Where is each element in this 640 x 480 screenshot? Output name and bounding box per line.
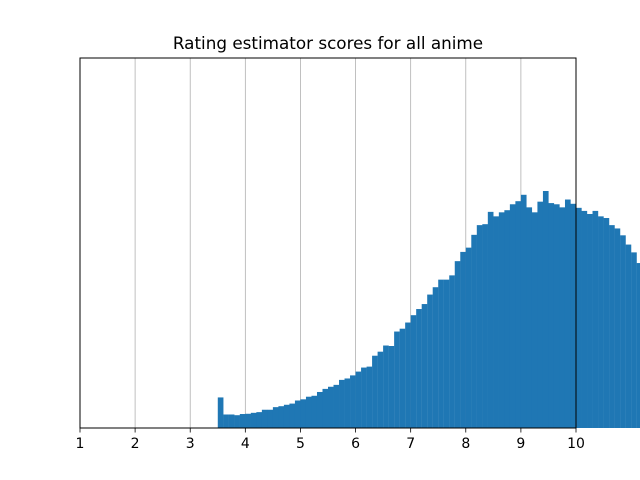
histogram-bar bbox=[350, 375, 356, 428]
histogram-bar bbox=[245, 413, 251, 428]
histogram-bar bbox=[278, 406, 285, 428]
histogram-bar bbox=[498, 212, 505, 428]
plot-frame bbox=[79, 57, 577, 429]
chart-title: Rating estimator scores for all anime bbox=[173, 33, 483, 53]
histogram-bar bbox=[432, 287, 439, 428]
histogram-bar bbox=[598, 216, 604, 428]
histogram-bar bbox=[454, 261, 461, 428]
histogram-bar bbox=[267, 409, 274, 428]
x-tick-label: 4 bbox=[241, 436, 250, 452]
x-tick-label: 9 bbox=[516, 436, 525, 452]
histogram-bar bbox=[581, 210, 588, 428]
histogram-bar bbox=[493, 216, 499, 428]
x-tick-label: 10 bbox=[567, 436, 585, 452]
histogram-bar bbox=[421, 304, 428, 428]
histogram-bar bbox=[289, 403, 296, 428]
histogram-bar bbox=[476, 225, 483, 428]
histogram-bar bbox=[620, 235, 626, 428]
histogram-bar bbox=[316, 391, 323, 428]
histogram-bar bbox=[366, 366, 373, 428]
histogram-bar bbox=[542, 191, 549, 428]
histogram-bar bbox=[482, 224, 488, 428]
histogram-bar bbox=[449, 275, 455, 428]
histogram-bar bbox=[300, 399, 307, 428]
histogram-bar bbox=[576, 207, 582, 428]
histogram-bar bbox=[531, 212, 538, 428]
histogram-bar bbox=[559, 207, 566, 428]
histogram-bar bbox=[509, 204, 516, 428]
histogram-bar bbox=[427, 294, 433, 428]
histogram-bar bbox=[250, 412, 257, 428]
histogram-bar bbox=[548, 203, 555, 428]
histogram-bar bbox=[460, 251, 466, 428]
histogram-bar bbox=[553, 204, 560, 428]
histogram-bar bbox=[355, 371, 362, 428]
histogram-bar bbox=[609, 225, 615, 428]
histogram-bar bbox=[372, 355, 378, 428]
histogram-bar bbox=[614, 228, 621, 428]
histogram-bars bbox=[217, 191, 640, 428]
histogram-bar bbox=[526, 207, 533, 428]
histogram-bar bbox=[410, 315, 417, 428]
histogram-bar bbox=[383, 345, 389, 428]
histogram-bar bbox=[322, 388, 329, 428]
histogram-bar bbox=[487, 211, 494, 428]
histogram-bar bbox=[438, 279, 444, 428]
histogram-bar bbox=[261, 409, 268, 428]
histogram-bar bbox=[443, 279, 450, 428]
histogram-bar bbox=[625, 244, 632, 428]
histogram-bar bbox=[394, 331, 400, 428]
histogram-bar bbox=[272, 407, 279, 428]
x-axis-ticks: 1 2 3 4 5 6 7 8 9 10 bbox=[76, 428, 585, 452]
histogram-bar bbox=[328, 386, 334, 428]
histogram-bar bbox=[631, 252, 637, 428]
histogram-bar bbox=[339, 379, 345, 428]
histogram-bar bbox=[515, 201, 522, 428]
histogram-bar bbox=[504, 210, 511, 428]
histogram-bar bbox=[223, 414, 229, 428]
histogram-bar bbox=[537, 201, 544, 428]
histogram-bar bbox=[587, 213, 593, 428]
histogram-bar bbox=[416, 309, 422, 428]
histogram-bar bbox=[294, 400, 301, 428]
histogram-bar bbox=[377, 351, 384, 428]
histogram-bar bbox=[399, 328, 406, 428]
histogram-bar bbox=[361, 367, 367, 428]
histogram-bar bbox=[344, 378, 351, 428]
histogram-bar bbox=[283, 404, 290, 428]
histogram-bar bbox=[234, 415, 240, 428]
histogram-bar bbox=[388, 346, 395, 428]
x-tick-label: 7 bbox=[406, 436, 415, 452]
histogram-bar bbox=[592, 210, 599, 428]
histogram-bar bbox=[333, 384, 340, 428]
histogram-bar bbox=[603, 218, 610, 428]
histogram-bar bbox=[405, 322, 411, 428]
histogram-bar bbox=[217, 397, 224, 428]
x-tick-label: 5 bbox=[296, 436, 305, 452]
histogram-bar bbox=[256, 412, 263, 428]
histogram-bar bbox=[636, 263, 640, 428]
histogram-bar bbox=[311, 395, 318, 428]
histogram-bar bbox=[471, 234, 477, 428]
histogram-bar bbox=[465, 247, 472, 428]
histogram-bar bbox=[520, 194, 527, 428]
x-tick-label: 3 bbox=[186, 436, 195, 452]
x-tick-label: 8 bbox=[461, 436, 470, 452]
histogram-bar bbox=[570, 203, 577, 428]
x-tick-label: 6 bbox=[351, 436, 360, 452]
x-tick-label: 1 bbox=[76, 436, 85, 452]
histogram-bar bbox=[228, 414, 235, 428]
histogram-bar bbox=[239, 414, 246, 428]
histogram-bar bbox=[564, 199, 571, 428]
x-tick-label: 2 bbox=[131, 436, 140, 452]
histogram-bar bbox=[305, 396, 312, 428]
